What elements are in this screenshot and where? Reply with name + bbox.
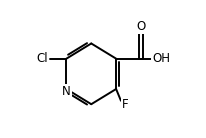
Text: Cl: Cl — [36, 52, 48, 65]
Text: OH: OH — [152, 52, 170, 65]
Text: F: F — [122, 98, 128, 111]
Text: N: N — [62, 85, 71, 98]
Text: O: O — [136, 20, 146, 33]
